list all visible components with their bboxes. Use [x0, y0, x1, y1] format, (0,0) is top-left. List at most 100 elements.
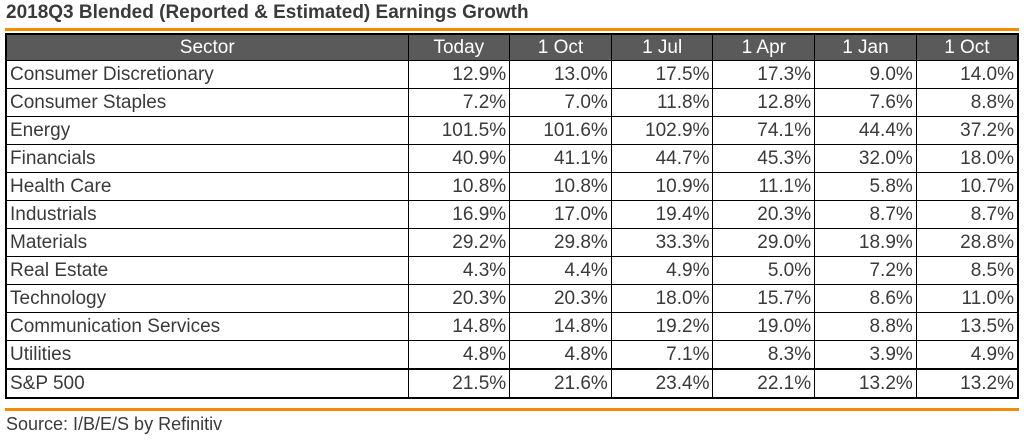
value-cell: 5.8% [814, 172, 917, 201]
table-body: Consumer Discretionary 12.9% 13.0% 17.5% 17.… [5, 60, 1019, 399]
value-cell: 10.7% [915, 172, 1019, 201]
value-cell: 7.2% [814, 256, 917, 285]
column-header: 1 Oct [915, 33, 1019, 61]
value-cell: 7.6% [814, 88, 917, 117]
table-row: Communication Services 14.8% 14.8% 19.2% 19.… [5, 312, 1019, 341]
table-title: 2018Q3 Blended (Reported & Estimated) Ea… [6, 2, 529, 23]
value-cell: 101.5% [407, 116, 511, 145]
sector-cell: Consumer Discretionary [5, 60, 409, 89]
value-cell: 14.0% [915, 60, 1019, 89]
total-row: S&P 500 21.5% 21.6% 23.4% 22.1% 13.2% 13.2% [5, 368, 1019, 399]
value-cell: 28.8% [915, 228, 1019, 257]
header-row: Sector Today 1 Oct 1 Jul 1 Apr 1 Jan 1 O… [5, 33, 1019, 61]
value-cell: 7.0% [509, 88, 612, 117]
value-cell: 102.9% [610, 116, 714, 145]
value-cell: 14.8% [509, 312, 612, 341]
sector-cell: Technology [5, 284, 409, 313]
value-cell: 20.3% [509, 284, 612, 313]
value-cell: 7.2% [407, 88, 511, 117]
source-note: Source: I/B/E/S by Refinitiv [6, 414, 223, 434]
value-cell: 19.4% [610, 200, 714, 229]
column-header: 1 Oct [509, 33, 612, 61]
value-cell: 11.0% [915, 284, 1019, 313]
value-cell: 44.7% [610, 144, 714, 173]
value-cell: 8.5% [915, 256, 1019, 285]
table-row: Energy 101.5% 101.6% 102.9% 74.1% 44.4% 37.2% [5, 116, 1019, 145]
value-cell: 12.9% [407, 60, 511, 89]
value-cell: 4.9% [915, 340, 1019, 370]
sector-cell: Energy [5, 116, 409, 145]
value-cell: 29.8% [509, 228, 612, 257]
value-cell: 40.9% [407, 144, 511, 173]
table-row: Health Care 10.8% 10.8% 10.9% 11.1% 5.8% 10.7% [5, 172, 1019, 201]
value-cell: 10.8% [509, 172, 612, 201]
total-value-cell: 13.2% [915, 368, 1019, 399]
sector-cell: Financials [5, 144, 409, 173]
total-label: S&P 500 [5, 368, 409, 399]
value-cell: 29.0% [712, 228, 816, 257]
value-cell: 4.3% [407, 256, 511, 285]
value-cell: 8.8% [915, 88, 1019, 117]
sector-cell: Real Estate [5, 256, 409, 285]
value-cell: 8.7% [915, 200, 1019, 229]
value-cell: 11.8% [610, 88, 714, 117]
value-cell: 20.3% [407, 284, 511, 313]
value-cell: 37.2% [915, 116, 1019, 145]
value-cell: 18.0% [610, 284, 714, 313]
value-cell: 10.9% [610, 172, 714, 201]
value-cell: 41.1% [509, 144, 612, 173]
table-row: Technology 20.3% 20.3% 18.0% 15.7% 8.6% 11.0% [5, 284, 1019, 313]
value-cell: 8.7% [814, 200, 917, 229]
value-cell: 10.8% [407, 172, 511, 201]
sector-cell: Materials [5, 228, 409, 257]
value-cell: 29.2% [407, 228, 511, 257]
table-row: Financials 40.9% 41.1% 44.7% 45.3% 32.0% 18.0% [5, 144, 1019, 173]
total-value-cell: 21.5% [407, 368, 511, 399]
column-header: 1 Jul [610, 33, 714, 61]
sector-cell: Consumer Staples [5, 88, 409, 117]
table-row: Materials 29.2% 29.8% 33.3% 29.0% 18.9% 28.8% [5, 228, 1019, 257]
value-cell: 4.4% [509, 256, 612, 285]
column-header: Today [407, 33, 511, 61]
sector-cell: Industrials [5, 200, 409, 229]
sector-cell: Utilities [5, 340, 409, 370]
value-cell: 101.6% [509, 116, 612, 145]
value-cell: 3.9% [814, 340, 917, 370]
value-cell: 9.0% [814, 60, 917, 89]
column-header: 1 Jan [814, 33, 917, 61]
value-cell: 8.6% [814, 284, 917, 313]
table-row: Industrials 16.9% 17.0% 19.4% 20.3% 8.7% 8.7% [5, 200, 1019, 229]
value-cell: 16.9% [407, 200, 511, 229]
value-cell: 13.5% [915, 312, 1019, 341]
value-cell: 33.3% [610, 228, 714, 257]
value-cell: 32.0% [814, 144, 917, 173]
table-row: Consumer Staples 7.2% 7.0% 11.8% 12.8% 7.6% 8.… [5, 88, 1019, 117]
value-cell: 19.0% [712, 312, 816, 341]
value-cell: 12.8% [712, 88, 816, 117]
title-rule [5, 28, 1019, 31]
value-cell: 4.8% [509, 340, 612, 370]
total-value-cell: 22.1% [712, 368, 816, 399]
value-cell: 18.9% [814, 228, 917, 257]
value-cell: 4.8% [407, 340, 511, 370]
table-row: Utilities 4.8% 4.8% 7.1% 8.3% 3.9% 4.9% [5, 340, 1019, 370]
value-cell: 7.1% [610, 340, 714, 370]
value-cell: 74.1% [712, 116, 816, 145]
column-header: 1 Apr [712, 33, 816, 61]
earnings-growth-table: Sector Today 1 Oct 1 Jul 1 Apr 1 Jan 1 O… [5, 33, 1019, 399]
value-cell: 8.3% [712, 340, 816, 370]
column-header: Sector [5, 33, 409, 61]
total-value-cell: 21.6% [509, 368, 612, 399]
value-cell: 13.0% [509, 60, 612, 89]
value-cell: 8.8% [814, 312, 917, 341]
value-cell: 17.5% [610, 60, 714, 89]
value-cell: 44.4% [814, 116, 917, 145]
value-cell: 5.0% [712, 256, 816, 285]
value-cell: 15.7% [712, 284, 816, 313]
sector-cell: Communication Services [5, 312, 409, 341]
value-cell: 14.8% [407, 312, 511, 341]
value-cell: 17.3% [712, 60, 816, 89]
value-cell: 45.3% [712, 144, 816, 173]
table-row: Consumer Discretionary 12.9% 13.0% 17.5% 17.… [5, 60, 1019, 89]
value-cell: 18.0% [915, 144, 1019, 173]
